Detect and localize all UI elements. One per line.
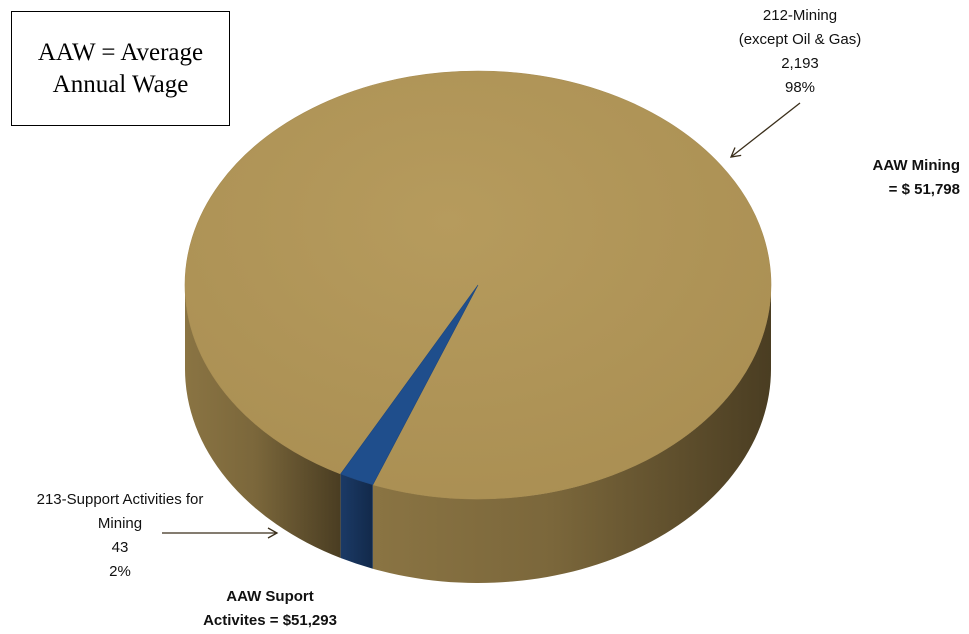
support-label-percent: 2%	[109, 563, 131, 580]
support-slice-label: 213-Support Activities for Mining 43 2%	[2, 488, 238, 584]
aaw-mining-line2: = $ 51,798	[888, 181, 960, 198]
mining-label-line2: (except Oil & Gas)	[738, 31, 862, 48]
aaw-support-label: AAW Suport Activites = $51,293	[170, 585, 370, 633]
note-line-2: Annual Wage	[52, 70, 189, 98]
aaw-mining-line1: AAW Mining	[872, 157, 960, 174]
mining-label-percent: 98%	[784, 79, 816, 96]
aaw-support-line1: AAW Suport	[226, 588, 314, 605]
side-mining-right	[372, 285, 771, 583]
mining-label-value: 2,193	[781, 55, 819, 72]
mining-slice-label: 212-Mining (except Oil & Gas) 2,193 98%	[700, 4, 900, 100]
mining-arrow	[729, 102, 801, 158]
note-line-1: AAW = Average	[37, 38, 204, 66]
aaw-support-line2: Activites = $51,293	[203, 612, 337, 629]
slice-support	[340, 284, 479, 486]
support-label-value: 43	[111, 539, 129, 556]
side-mining-left	[184, 285, 341, 559]
support-label-line1: 213-Support Activities for	[36, 491, 204, 508]
mining-label-line1: 212-Mining	[762, 7, 838, 24]
support-label-line2: Mining	[97, 515, 143, 532]
side-support	[340, 474, 373, 569]
aaw-mining-label: AAW Mining = $ 51,798	[820, 154, 960, 202]
abbreviation-note-box: AAW = Average Annual Wage	[11, 11, 230, 126]
